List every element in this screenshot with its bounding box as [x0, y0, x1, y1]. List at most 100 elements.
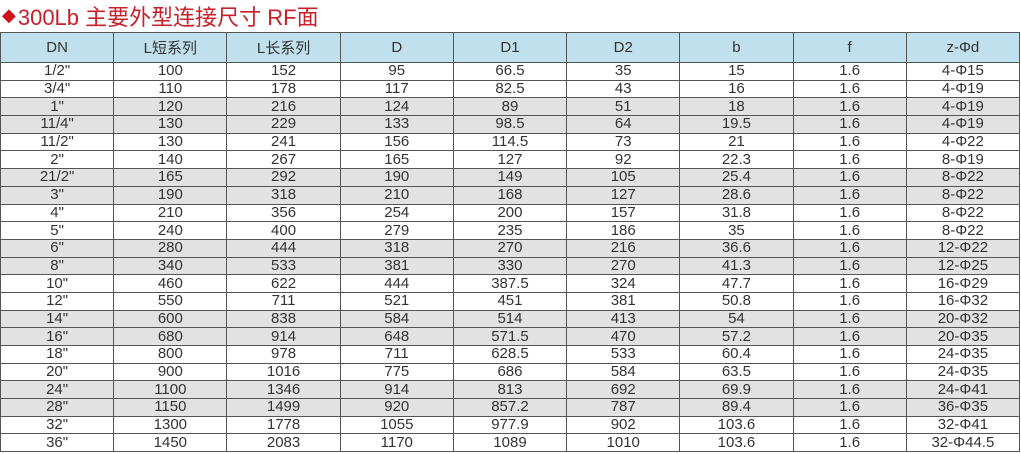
table-row: 21/2" 165 292 190 149 105 25.4 1.6 8-Φ22	[0, 168, 1021, 187]
table-cell: 1"	[0, 97, 115, 117]
table-cell: 186	[566, 221, 681, 240]
table-row: 20" 900 1016 775 686 584 63.5 1.6 24-Φ35	[0, 362, 1021, 382]
table-cell: 8-Φ22	[905, 168, 1021, 187]
table-cell: 124	[339, 97, 454, 117]
table-cell: 3"	[0, 185, 115, 205]
table-cell: 381	[566, 291, 681, 311]
table-cell: 280	[113, 238, 228, 258]
table-cell: 16-Φ32	[905, 291, 1021, 311]
table-cell: 156	[339, 132, 454, 152]
table-cell: 18	[679, 97, 794, 117]
table-cell: 1.6	[792, 398, 907, 417]
table-cell: 95	[339, 62, 454, 81]
table-cell: 381	[339, 256, 454, 276]
table-cell: 1150	[113, 398, 228, 417]
table-cell: 318	[226, 185, 341, 205]
table-cell: 1346	[226, 380, 341, 400]
table-cell: 210	[339, 185, 454, 205]
table-cell: 36"	[0, 433, 115, 453]
table-cell: 21/2"	[0, 168, 115, 187]
table-cell: 36.6	[679, 238, 794, 258]
table-cell: 470	[566, 327, 681, 346]
table-cell: 4-Φ19	[905, 97, 1021, 117]
table-cell: 584	[339, 309, 454, 329]
table-cell: 117	[339, 79, 454, 99]
table-cell: 8-Φ22	[905, 185, 1021, 205]
table-cell: 168	[452, 185, 568, 205]
table-cell: 60.4	[679, 345, 794, 364]
table-cell: 103.6	[679, 415, 794, 435]
column-header: D1	[452, 32, 568, 63]
table-cell: 16-Φ29	[905, 274, 1021, 293]
table-row: 16" 680 914 648 571.5 470 57.2 1.6 20-Φ35	[0, 327, 1021, 346]
table-cell: 20"	[0, 362, 115, 382]
table-cell: 133	[339, 115, 454, 134]
table-row: 11/2" 130 241 156 114.5 73 21 1.6 4-Φ22	[0, 132, 1021, 152]
table-cell: 4-Φ22	[905, 132, 1021, 152]
table-cell: 1.6	[792, 291, 907, 311]
table-cell: 1.6	[792, 433, 907, 453]
table-cell: 100	[113, 62, 228, 81]
table-cell: 14"	[0, 309, 115, 329]
table-cell: 229	[226, 115, 341, 134]
table-cell: 28.6	[679, 185, 794, 205]
page-title-text: 300Lb 主要外型连接尺寸 RF面	[17, 4, 319, 30]
table-cell: 356	[226, 203, 341, 223]
table-cell: 20-Φ32	[905, 309, 1021, 329]
table-cell: 1499	[226, 398, 341, 417]
table-cell: 787	[566, 398, 681, 417]
table-cell: 127	[452, 150, 568, 170]
table-cell: 216	[226, 97, 341, 117]
table-cell: 157	[566, 203, 681, 223]
table-cell: 1.6	[792, 238, 907, 258]
table-cell: 41.3	[679, 256, 794, 276]
table-cell: 152	[226, 62, 341, 81]
table-cell: 571.5	[452, 327, 568, 346]
table-cell: 235	[452, 221, 568, 240]
table-cell: 149	[452, 168, 568, 187]
table-cell: 1300	[113, 415, 228, 435]
table-cell: 110	[113, 79, 228, 99]
table-row: 3/4" 110 178 117 82.5 43 16 1.6 4-Φ19	[0, 79, 1021, 99]
table-cell: 92	[566, 150, 681, 170]
table-cell: 920	[339, 398, 454, 417]
table-cell: 25.4	[679, 168, 794, 187]
table-cell: 210	[113, 203, 228, 223]
table-cell: 1.6	[792, 309, 907, 329]
table-cell: 444	[339, 274, 454, 293]
table-cell: 1.6	[792, 256, 907, 276]
table-cell: 19.5	[679, 115, 794, 134]
column-header: DN	[0, 32, 115, 63]
table-cell: 775	[339, 362, 454, 382]
table-cell: 413	[566, 309, 681, 329]
table-cell: 533	[226, 256, 341, 276]
page-title: ◆ 300Lb 主要外型连接尺寸 RF面	[0, 0, 1021, 31]
table-cell: 800	[113, 345, 228, 364]
table-cell: 584	[566, 362, 681, 382]
table-cell: 914	[339, 380, 454, 400]
table-cell: 977.9	[452, 415, 568, 435]
table-cell: 32-Φ41	[905, 415, 1021, 435]
table-row: 12" 550 711 521 451 381 50.8 1.6 16-Φ32	[0, 291, 1021, 311]
table-cell: 18"	[0, 345, 115, 364]
table-cell: 105	[566, 168, 681, 187]
table-cell: 1.6	[792, 415, 907, 435]
table-cell: 8-Φ22	[905, 203, 1021, 223]
table-cell: 73	[566, 132, 681, 152]
table-cell: 270	[452, 238, 568, 258]
table-cell: 1100	[113, 380, 228, 400]
column-header: f	[792, 32, 907, 63]
table-cell: 12-Φ25	[905, 256, 1021, 276]
table-cell: 35	[679, 221, 794, 240]
table-cell: 57.2	[679, 327, 794, 346]
table-cell: 902	[566, 415, 681, 435]
table-cell: 32-Φ44.5	[905, 433, 1021, 453]
table-cell: 8-Φ19	[905, 150, 1021, 170]
table-cell: 130	[113, 115, 228, 134]
table-cell: 165	[113, 168, 228, 187]
table-cell: 711	[226, 291, 341, 311]
table-cell: 387.5	[452, 274, 568, 293]
table-row: 5" 240 400 279 235 186 35 1.6 8-Φ22	[0, 221, 1021, 240]
table-row: 4" 210 356 254 200 157 31.8 1.6 8-Φ22	[0, 203, 1021, 223]
table-cell: 1.6	[792, 327, 907, 346]
